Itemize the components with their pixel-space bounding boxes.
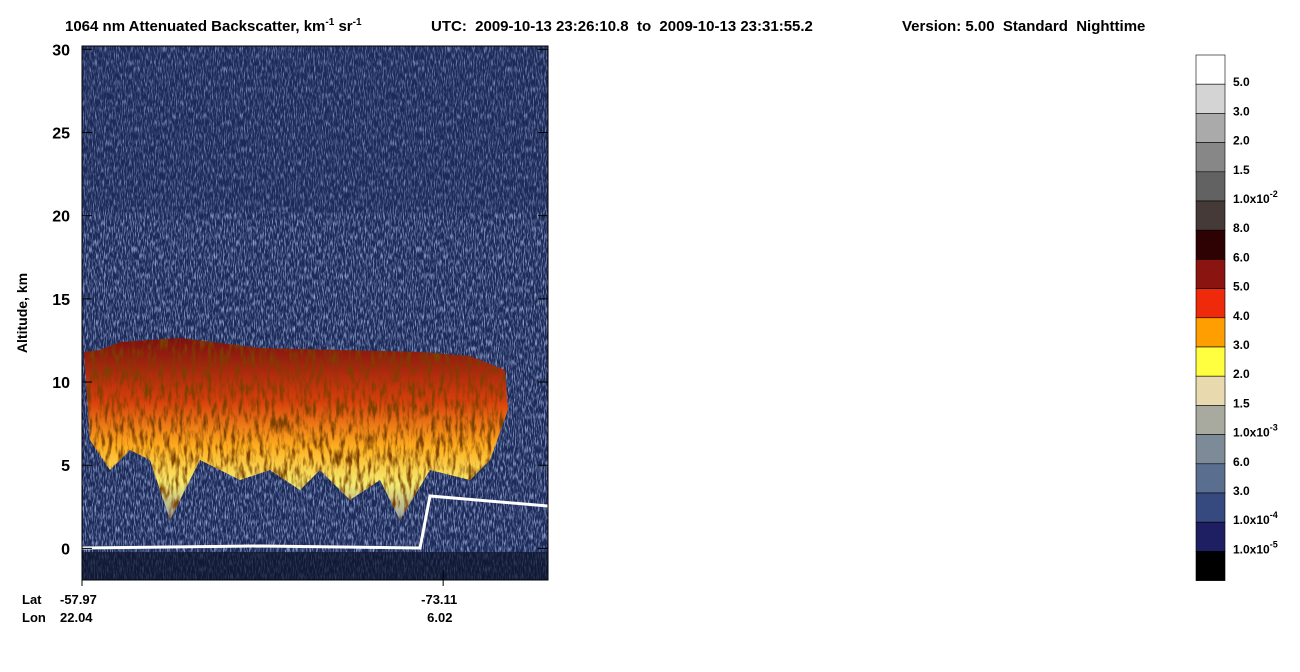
- y-tick-label: 15: [52, 292, 70, 309]
- colorbar-label: 1.0x10-3: [1233, 423, 1278, 440]
- curtain-image: [82, 46, 548, 580]
- colorbar-label-text: 1.0x10: [1233, 426, 1270, 440]
- colorbar-label-exp: -5: [1270, 539, 1278, 549]
- colorbar-swatch: [1195, 375, 1226, 406]
- colorbar-label-text: 6.0: [1233, 250, 1250, 264]
- colorbar-swatch: [1195, 142, 1226, 173]
- colorbar-label: 2.0: [1233, 134, 1250, 148]
- colorbar-label-text: 5.0: [1233, 75, 1250, 89]
- colorbar-swatch: [1195, 434, 1226, 465]
- colorbar-label-text: 1.0x10: [1233, 192, 1270, 206]
- utc-range: UTC: 2009-10-13 23:26:10.8 to 2009-10-13…: [431, 18, 813, 35]
- x-row-label: Lat: [22, 592, 42, 607]
- colorbar-label-text: 3.0: [1233, 338, 1250, 352]
- colorbar-swatch: [1195, 492, 1226, 523]
- colorbar-label-text: 1.5: [1233, 396, 1250, 410]
- colorbar-label: 1.5: [1233, 163, 1250, 177]
- colorbar-swatch: [1195, 317, 1226, 348]
- colorbar-label-exp: -4: [1270, 510, 1278, 520]
- colorbar-label: 1.5: [1233, 396, 1250, 410]
- colorbar-swatch: [1195, 229, 1226, 260]
- colorbar-label: 1.0x10-4: [1233, 510, 1278, 527]
- colorbar-label: 4.0: [1233, 309, 1250, 323]
- colorbar-swatch: [1195, 113, 1226, 143]
- colorbar-label: 3.0: [1233, 484, 1250, 498]
- x-tick-lat: -73.11: [421, 592, 457, 607]
- version: Version: 5.00 Standard Nighttime: [902, 18, 1145, 35]
- y-axis-label: Altitude, km: [14, 273, 30, 353]
- colorbar-label-text: 2.0: [1233, 367, 1250, 381]
- colorbar-label-text: 3.0: [1233, 484, 1250, 498]
- colorbar-swatch: [1195, 551, 1226, 581]
- x-tick-lon: 22.04: [60, 610, 93, 625]
- colorbar-label: 5.0: [1233, 75, 1250, 89]
- colorbar-label: 5.0: [1233, 280, 1250, 294]
- chart-title: 1064 nm Attenuated Backscatter, km-1 sr-…: [65, 17, 362, 35]
- colorbar-label-text: 5.0: [1233, 280, 1250, 294]
- colorbar-label-text: 2.0: [1233, 134, 1250, 148]
- colorbar-label: 6.0: [1233, 455, 1250, 469]
- colorbar-label: 3.0: [1233, 104, 1250, 118]
- colorbar-label: 2.0: [1233, 367, 1250, 381]
- colorbar-swatch: [1195, 200, 1226, 231]
- colorbar-label-text: 4.0: [1233, 309, 1250, 323]
- colorbar-label: 1.0x10-2: [1233, 189, 1278, 206]
- colorbar-label-text: 1.0x10: [1233, 542, 1270, 556]
- colorbar-label: 1.0x10-5: [1233, 539, 1278, 556]
- y-tick-label: 0: [61, 541, 70, 558]
- colorbar-label-exp: -2: [1270, 189, 1278, 199]
- colorbar-swatch: [1195, 171, 1226, 202]
- y-tick-label: 20: [52, 209, 70, 226]
- colorbar-swatch: [1195, 521, 1226, 552]
- colorbar-label: 3.0: [1233, 338, 1250, 352]
- x-tick-lat: -57.97: [60, 592, 97, 607]
- x-tick-lon: 6.02: [427, 610, 452, 625]
- colorbar-label-text: 1.5: [1233, 163, 1250, 177]
- colorbar-label-text: 6.0: [1233, 455, 1250, 469]
- colorbar-swatch: [1195, 346, 1226, 377]
- plot-frame: [81, 45, 549, 581]
- colorbar-swatch: [1195, 259, 1226, 289]
- colorbar-swatch: [1195, 405, 1226, 435]
- colorbar-label: 8.0: [1233, 221, 1250, 235]
- colorbar-label-text: 1.0x10: [1233, 513, 1270, 527]
- colorbar-swatch: [1195, 463, 1226, 494]
- colorbar-swatch: [1195, 288, 1226, 319]
- colorbar-label-exp: -3: [1270, 423, 1278, 433]
- colorbar-swatch: [1195, 54, 1226, 85]
- colorbar-label-text: 8.0: [1233, 221, 1250, 235]
- colorbar-label: 6.0: [1233, 250, 1250, 264]
- y-tick-label: 25: [52, 126, 70, 143]
- y-tick-label: 30: [52, 42, 70, 59]
- y-tick-label: 10: [52, 375, 70, 392]
- colorbar-swatch: [1195, 83, 1226, 114]
- colorbar-label-text: 3.0: [1233, 104, 1250, 118]
- x-row-label: Lon: [22, 610, 46, 625]
- y-tick-label: 5: [61, 458, 70, 475]
